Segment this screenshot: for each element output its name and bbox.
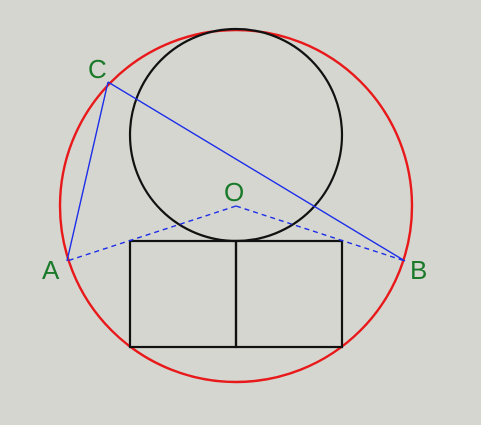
right-square [234,239,344,349]
segment-CA [66,81,109,262]
segment-OA [66,205,237,262]
label-A: A [42,255,60,285]
label-C: C [88,54,107,84]
left-square [128,239,238,349]
segment-OB [235,205,406,262]
segment-CB [107,81,406,262]
label-B: B [410,255,427,285]
label-O: O [224,177,244,207]
inner-circle [128,27,344,243]
